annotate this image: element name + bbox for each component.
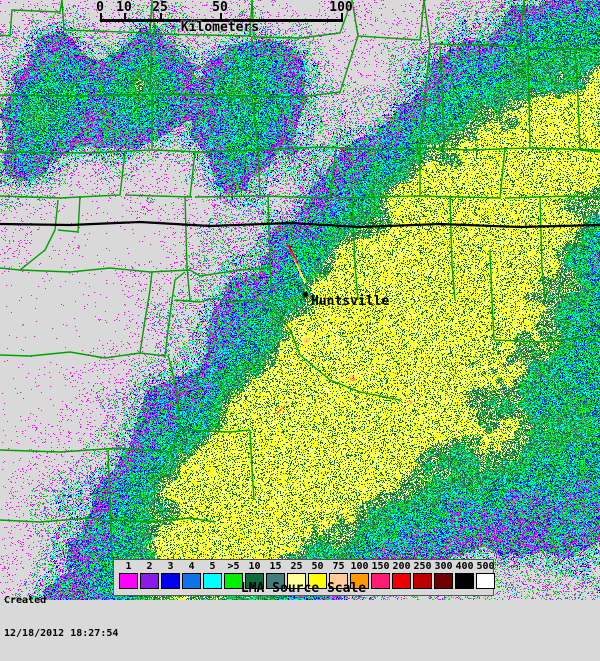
legend-entry-label: 2 (146, 561, 153, 572)
legend-entry-label: 250 (413, 561, 432, 572)
scale-tick-0 (100, 13, 102, 22)
scale-tick-10 (124, 13, 126, 22)
created-timestamp: Created 12/18/2012 18:27:54 (4, 573, 118, 661)
legend-entry-label: >5 (227, 561, 240, 572)
legend-entry-label: 50 (311, 561, 324, 572)
scale-tick-label-50: 50 (212, 0, 228, 15)
legend-entry-label: 300 (434, 561, 453, 572)
scale-tick-label-25: 25 (152, 0, 168, 15)
legend-entry-swatch (329, 573, 348, 589)
legend-entry-10[interactable]: 10 (244, 561, 265, 589)
legend-entry-swatch (350, 573, 369, 589)
legend-entry-75[interactable]: 75 (328, 561, 349, 589)
scale-tick-50 (220, 13, 222, 22)
scale-tick-label-10: 10 (116, 0, 132, 15)
legend-entry-5[interactable]: 5 (202, 561, 223, 589)
legend-entry-swatch (455, 573, 474, 589)
legend-entry-15[interactable]: 15 (265, 561, 286, 589)
legend-entry-swatch (245, 573, 264, 589)
scale-tick-25 (160, 13, 162, 22)
scale-bar-caption: Kilometers (180, 20, 260, 35)
lma-source-density-map: 0 10 25 50 100 Kilometers Huntsville 1 2 3 4 5 >5… (0, 0, 600, 639)
created-label: Created (4, 595, 47, 606)
legend-entry-swatch (119, 573, 138, 589)
legend-entry-swatch (224, 573, 243, 589)
scale-tick-100 (341, 13, 343, 22)
legend-entry-swatch (413, 573, 432, 589)
legend-entry-label: 10 (248, 561, 261, 572)
legend-entry-label: 4 (188, 561, 195, 572)
created-datetime: 12/18/2012 18:27:54 (4, 628, 119, 639)
legend-entry-500[interactable]: 500 (475, 561, 496, 589)
legend-entry-swatch (287, 573, 306, 589)
legend-swatch-row: 1 2 3 4 5 >5 10 15 25 50 75 100 150 200 250 300 400 500 (118, 561, 496, 589)
legend-entry-3[interactable]: 3 (160, 561, 181, 589)
legend-entry-swatch (161, 573, 180, 589)
legend-entry-2[interactable]: 2 (139, 561, 160, 589)
legend-entry-swatch (203, 573, 222, 589)
legend-entry-label: 400 (455, 561, 474, 572)
legend-entry-label: 75 (332, 561, 345, 572)
scale-bar: 0 10 25 50 100 Kilometers (0, 0, 600, 35)
legend-entry-label: 500 (476, 561, 495, 572)
city-marker-huntsville (303, 292, 308, 297)
scale-tick-label-0: 0 (96, 0, 104, 15)
source-density-raster (0, 0, 600, 600)
legend-entry-250[interactable]: 250 (412, 561, 433, 589)
legend-entry-swatch (434, 573, 453, 589)
legend-entry-50[interactable]: 50 (307, 561, 328, 589)
legend-entry-4[interactable]: 4 (181, 561, 202, 589)
scale-tick-label-100: 100 (329, 0, 353, 15)
legend-entry-swatch (140, 573, 159, 589)
legend-entry-swatch (266, 573, 285, 589)
city-label-huntsville: Huntsville (311, 294, 390, 309)
legend-panel: 1 2 3 4 5 >5 10 15 25 50 75 100 150 200 250 300 400 500 L… (113, 559, 496, 596)
legend-entry-25[interactable]: 25 (286, 561, 307, 589)
legend-entry-label: 15 (269, 561, 282, 572)
legend-entry-300[interactable]: 300 (433, 561, 454, 589)
legend-entry-label: 150 (371, 561, 390, 572)
legend-entry-label: 25 (290, 561, 303, 572)
legend-entry-swatch (371, 573, 390, 589)
legend-title: LMA Source Scale (240, 581, 367, 596)
legend-entry-200[interactable]: 200 (391, 561, 412, 589)
legend-entry-swatch (308, 573, 327, 589)
legend-entry-label: 200 (392, 561, 411, 572)
legend-entry-label: 5 (209, 561, 216, 572)
legend-entry-400[interactable]: 400 (454, 561, 475, 589)
legend-entry-1[interactable]: 1 (118, 561, 139, 589)
legend-entry-swatch (182, 573, 201, 589)
legend-entry-label: 3 (167, 561, 174, 572)
legend-entry-label: 1 (125, 561, 132, 572)
legend-entry-swatch (392, 573, 411, 589)
legend-entry-100[interactable]: 100 (349, 561, 370, 589)
legend-entry-gt5[interactable]: >5 (223, 561, 244, 589)
legend-entry-label: 100 (350, 561, 369, 572)
legend-entry-150[interactable]: 150 (370, 561, 391, 589)
legend-entry-swatch (476, 573, 495, 589)
